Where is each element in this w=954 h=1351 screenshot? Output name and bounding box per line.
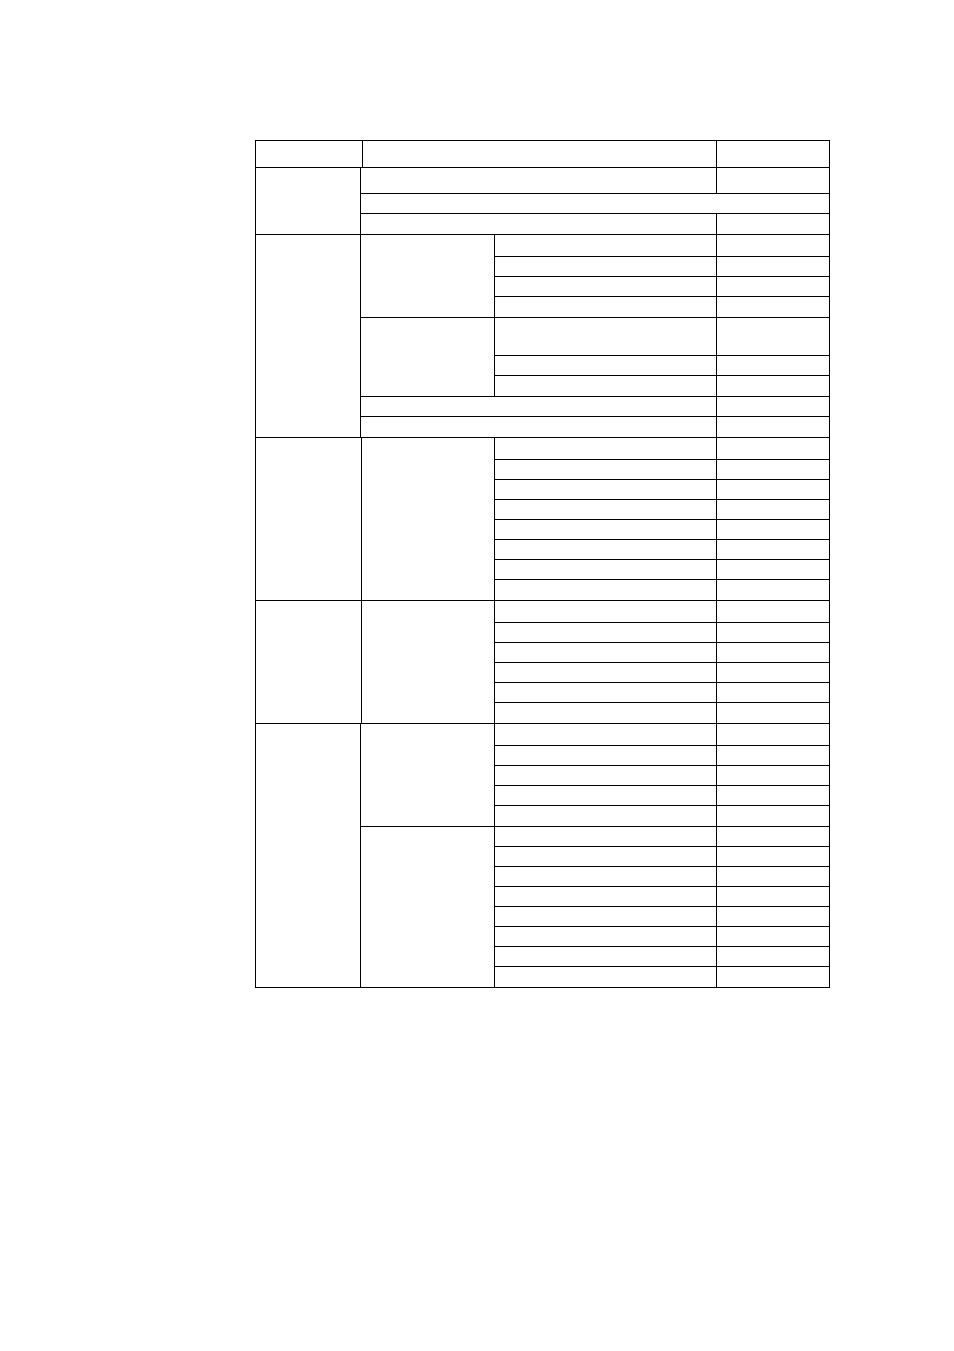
section-4-r4-c3 bbox=[495, 663, 717, 682]
section-2-b2-r3-c3 bbox=[495, 376, 717, 396]
section-2-label bbox=[256, 235, 361, 437]
section-1 bbox=[256, 168, 829, 235]
section-5-b2-r5-c4 bbox=[717, 907, 829, 926]
section-1-row-1-label bbox=[361, 168, 717, 193]
section-3-r6-c4 bbox=[717, 540, 829, 559]
section-4-r2-c4 bbox=[717, 623, 829, 642]
section-2-tail-2-label bbox=[361, 417, 717, 437]
section-5-b2-r4-c4 bbox=[717, 887, 829, 906]
section-3-r4-c4 bbox=[717, 500, 829, 519]
section-4-r3-c3 bbox=[495, 643, 717, 662]
section-5-b1-r3-c4 bbox=[717, 766, 829, 785]
section-5-b2-r7-c4 bbox=[717, 947, 829, 966]
section-3-r3-c4 bbox=[717, 480, 829, 499]
section-2-b1-r4-c3 bbox=[495, 297, 717, 317]
section-5-b1-r2-c4 bbox=[717, 746, 829, 765]
section-2-b2-r2-c4 bbox=[717, 356, 829, 375]
section-4-r1-c4 bbox=[717, 601, 829, 622]
section-5-b2-r6-c4 bbox=[717, 927, 829, 946]
section-5-b2-r5-c3 bbox=[495, 907, 717, 926]
section-5-b2-r4-c3 bbox=[495, 887, 717, 906]
section-2-b1-r2-c3 bbox=[495, 257, 717, 276]
section-5-b1-r5-c3 bbox=[495, 806, 717, 826]
section-1-label bbox=[256, 168, 361, 234]
section-5-b1-r2-c3 bbox=[495, 746, 717, 765]
section-3-r8-c3 bbox=[495, 580, 717, 600]
section-5-b1-r1-c3 bbox=[495, 724, 717, 745]
section-5-b2-r7-c3 bbox=[495, 947, 717, 966]
section-5-b1-r1-c4 bbox=[717, 724, 829, 745]
section-1-row-2-label bbox=[361, 214, 717, 234]
section-4-r1-c3 bbox=[495, 601, 717, 622]
section-3 bbox=[256, 438, 829, 601]
section-5-b2-r2-c4 bbox=[717, 847, 829, 866]
section-3-r8-c4 bbox=[717, 580, 829, 600]
section-3-r5-c3 bbox=[495, 520, 717, 539]
section-3-r2-c4 bbox=[717, 460, 829, 479]
section-3-r5-c4 bbox=[717, 520, 829, 539]
section-5-b2-r2-c3 bbox=[495, 847, 717, 866]
section-2-b1-r3-c4 bbox=[717, 277, 829, 296]
section-2-tail-1-value bbox=[717, 397, 829, 416]
section-5 bbox=[256, 724, 829, 987]
section-2-b2-r2-c3 bbox=[495, 356, 717, 375]
section-1-row-2-value bbox=[717, 214, 829, 234]
section-5-b1-r3-c3 bbox=[495, 766, 717, 785]
section-5-b2-r1-c4 bbox=[717, 827, 829, 846]
section-5-block-2-label bbox=[361, 827, 495, 987]
section-4-r6-c3 bbox=[495, 703, 717, 723]
section-4-r3-c4 bbox=[717, 643, 829, 662]
section-3-r7-c3 bbox=[495, 560, 717, 579]
section-3-sublabel bbox=[362, 438, 495, 600]
section-2-tail-1-label bbox=[361, 397, 717, 416]
section-1-row-1-value bbox=[717, 168, 829, 193]
section-4 bbox=[256, 601, 829, 724]
header-cell-1 bbox=[256, 141, 363, 167]
header-row bbox=[256, 141, 829, 168]
section-5-b2-r6-c3 bbox=[495, 927, 717, 946]
section-2-b1-r1-c4 bbox=[717, 235, 829, 256]
section-3-r7-c4 bbox=[717, 560, 829, 579]
section-2-b1-r3-c3 bbox=[495, 277, 717, 296]
section-5-b2-r8-c4 bbox=[717, 967, 829, 987]
section-5-b2-r8-c3 bbox=[495, 967, 717, 987]
section-3-r2-c3 bbox=[495, 460, 717, 479]
section-5-b1-r4-c4 bbox=[717, 786, 829, 805]
section-2-b1-r1-c3 bbox=[495, 235, 717, 256]
section-3-r4-c3 bbox=[495, 500, 717, 519]
section-2-b1-r2-c4 bbox=[717, 257, 829, 276]
section-2-tail-2-value bbox=[717, 417, 829, 437]
section-4-r6-c4 bbox=[717, 703, 829, 723]
section-3-r6-c3 bbox=[495, 540, 717, 559]
section-3-r1-c3 bbox=[495, 438, 717, 459]
section-5-b1-r5-c4 bbox=[717, 806, 829, 826]
section-5-b2-r3-c4 bbox=[717, 867, 829, 886]
data-table bbox=[255, 140, 830, 988]
section-2-block-2-label bbox=[361, 318, 495, 396]
section-4-label bbox=[256, 601, 362, 723]
section-4-r2-c3 bbox=[495, 623, 717, 642]
section-2 bbox=[256, 235, 829, 438]
header-cell-2 bbox=[363, 141, 718, 167]
section-2-b1-r4-c4 bbox=[717, 297, 829, 317]
section-3-label bbox=[256, 438, 362, 600]
section-4-r4-c4 bbox=[717, 663, 829, 682]
section-5-label bbox=[256, 724, 361, 987]
section-5-b2-r3-c3 bbox=[495, 867, 717, 886]
section-2-b2-r1-c4 bbox=[717, 318, 829, 355]
section-5-b2-r1-c3 bbox=[495, 827, 717, 846]
section-4-r5-c4 bbox=[717, 683, 829, 702]
section-2-block-1-label bbox=[361, 235, 495, 317]
header-cell-3 bbox=[717, 141, 829, 167]
section-4-r5-c3 bbox=[495, 683, 717, 702]
section-2-b2-r3-c4 bbox=[717, 376, 829, 396]
section-5-b1-r4-c3 bbox=[495, 786, 717, 805]
section-3-r1-c4 bbox=[717, 438, 829, 459]
section-5-block-1-label bbox=[361, 724, 495, 826]
section-3-r3-c3 bbox=[495, 480, 717, 499]
section-4-sublabel bbox=[362, 601, 495, 723]
section-2-b2-r1-c3 bbox=[495, 318, 717, 355]
